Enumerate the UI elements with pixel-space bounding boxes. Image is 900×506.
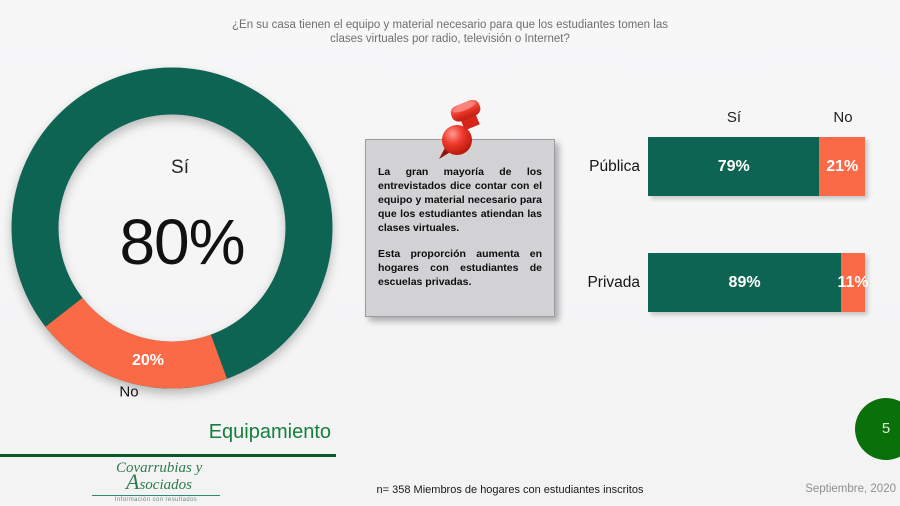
donut-no-label: No [119,383,139,401]
bar-publica-value-yes: 79% [717,157,750,175]
donut-svg [11,67,333,389]
pushpin-icon [439,100,481,159]
bar-publica-value-no: 21% [826,157,859,175]
bar-privada-value-no: 11% [837,273,869,291]
bar-privada-segment-no: 11% [837,253,869,312]
section-label: Equipamiento [208,421,331,443]
bar-publica-segment-no: 21% [819,137,865,196]
donut-no-value: 20% [131,352,165,369]
logo-tagline: Información con resultados [92,495,220,503]
bar-row-label-privada: Privada [587,274,640,291]
logo-big-a: A [126,469,140,494]
bar-row-label-publica: Pública [589,158,640,175]
bar-publica-segment-yes: 79% [648,137,820,196]
logo-line-2: Asociados [126,471,220,493]
section-underline [0,454,336,457]
bar-header-yes: Sí [726,109,742,126]
slide-title: ¿En su casa tienen el equipo y material … [232,19,668,45]
bar-privada: 89% 11% [648,253,869,312]
company-logo: Covarrubias y Asociados Información con … [92,461,220,503]
date-label: Septiembre, 2020 [805,483,896,495]
bar-publica: 79% 21% [648,137,865,196]
note-paragraph-1: La gran mayoría de los entrevistados dic… [378,166,542,234]
donut-yes-label: Sí [171,157,189,178]
donut-center-value: 80% [119,206,245,278]
donut-chart: Sí 80% 20% No [0,56,344,401]
bar-privada-value-yes: 89% [728,273,761,291]
page-number: 5 [881,420,891,437]
bar-privada-segment-yes: 89% [648,253,842,312]
donut-segment-no [45,297,227,389]
page-number-badge: 5 [855,398,900,460]
note-box: La gran mayoría de los entrevistados dic… [365,139,555,317]
sample-size-note: n= 358 Miembros de hogares con estudiant… [376,484,644,496]
logo-line-2-rest: sociados [139,477,192,493]
note-paragraph-2: Esta proporción aumenta en hogares con e… [378,248,542,288]
logo-line-1: Covarrubias y [116,460,203,476]
bar-header-no: No [833,109,853,126]
